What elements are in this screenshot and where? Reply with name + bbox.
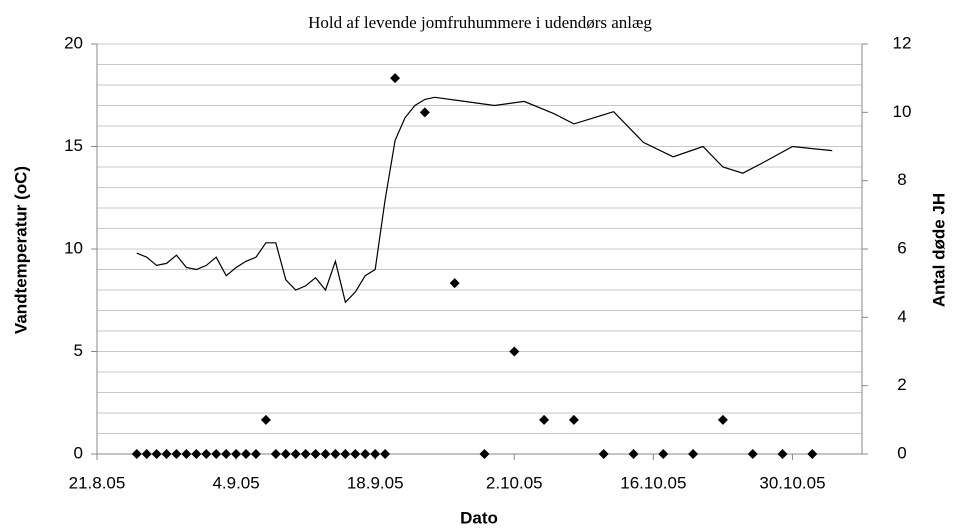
marker <box>688 449 699 459</box>
y-tick-label: 5 <box>74 341 83 360</box>
marker <box>231 449 242 459</box>
x-tick-label: 30.10.05 <box>759 473 825 492</box>
y2-tick-label: 0 <box>897 443 906 462</box>
marker <box>320 449 331 459</box>
marker <box>568 414 579 425</box>
y2-tick-label: 8 <box>897 170 906 189</box>
y2-tick-label: 2 <box>897 375 906 394</box>
y-tick-label: 20 <box>64 33 83 52</box>
y2-axis-label: Antal døde JH <box>929 193 948 307</box>
y-tick-label: 15 <box>64 136 83 155</box>
marker <box>350 449 361 459</box>
marker <box>171 449 182 459</box>
marker <box>419 107 430 118</box>
y2-tick-label: 6 <box>897 238 906 257</box>
y2-tick-label: 4 <box>897 307 906 326</box>
x-tick-label: 21.8.05 <box>69 473 126 492</box>
marker <box>280 449 291 459</box>
marker <box>181 449 192 459</box>
marker <box>717 414 728 425</box>
marker <box>380 449 391 459</box>
marker <box>390 73 401 84</box>
x-tick-label: 18.9.05 <box>347 473 404 492</box>
marker <box>807 449 818 459</box>
marker <box>628 449 639 459</box>
y2-tick-label: 10 <box>893 102 912 121</box>
y-tick-label: 0 <box>74 443 83 462</box>
marker <box>270 449 281 459</box>
x-tick-label: 16.10.05 <box>620 473 686 492</box>
marker <box>360 449 371 459</box>
marker <box>449 278 460 289</box>
marker <box>131 449 142 459</box>
marker <box>479 449 490 459</box>
marker <box>777 449 788 459</box>
marker <box>241 449 252 459</box>
x-axis-label: Dato <box>460 508 498 527</box>
marker <box>141 449 152 459</box>
marker <box>310 449 321 459</box>
marker <box>658 449 669 459</box>
marker <box>598 449 609 459</box>
marker <box>340 449 351 459</box>
marker <box>330 449 341 459</box>
marker <box>191 449 202 459</box>
marker <box>211 449 222 459</box>
y-axis-label: Vandtemperatur (oC) <box>11 166 30 334</box>
temperature-line <box>136 96 833 304</box>
marker <box>539 414 550 425</box>
marker <box>221 449 232 459</box>
marker <box>509 346 520 357</box>
y2-tick-label: 12 <box>893 33 912 52</box>
marker <box>250 449 261 459</box>
y-tick-label: 10 <box>64 238 83 257</box>
marker <box>747 449 758 459</box>
x-tick-label: 4.9.05 <box>212 473 259 492</box>
marker <box>151 449 162 459</box>
chart-title: Hold af levende jomfruhummere i udendørs… <box>308 13 652 32</box>
marker <box>161 449 172 459</box>
marker <box>260 414 271 425</box>
marker <box>201 449 212 459</box>
marker <box>370 449 381 459</box>
x-tick-label: 2.10.05 <box>486 473 543 492</box>
marker <box>300 449 311 459</box>
marker <box>290 449 301 459</box>
